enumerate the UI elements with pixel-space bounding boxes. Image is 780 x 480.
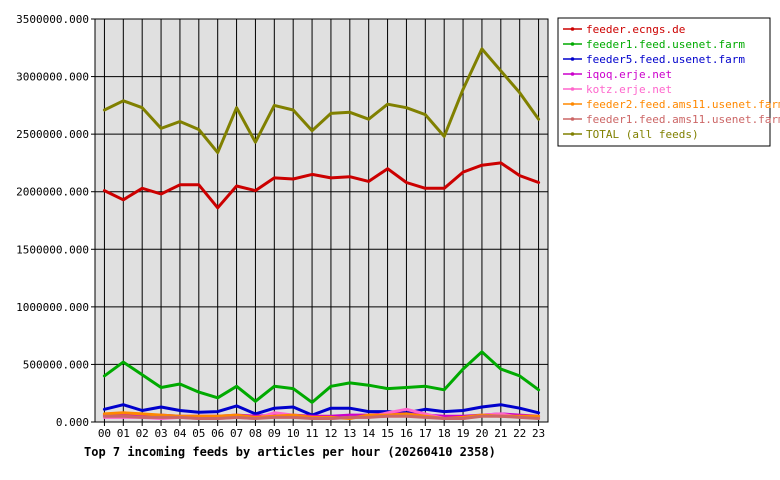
x-tick-label: 10 bbox=[287, 427, 300, 440]
x-tick-label: 13 bbox=[343, 427, 356, 440]
x-tick-label: 12 bbox=[324, 427, 337, 440]
chart-title: Top 7 incoming feeds by articles per hou… bbox=[84, 445, 496, 459]
x-tick-label: 02 bbox=[136, 427, 149, 440]
legend-label: kotz.erje.net bbox=[586, 83, 672, 96]
x-tick-label: 08 bbox=[249, 427, 262, 440]
plot-border bbox=[94, 18, 549, 423]
y-tick-label: 0.000 bbox=[56, 416, 89, 429]
legend-marker bbox=[570, 132, 575, 136]
series-line-7 bbox=[102, 414, 541, 420]
legend-marker bbox=[570, 27, 575, 31]
plot-area: 0.000500000.0001000000.0001500000.000200… bbox=[16, 13, 549, 440]
plot-background bbox=[95, 19, 548, 422]
legend-label: feeder1.feed.usenet.farm bbox=[586, 38, 745, 51]
legend-label: feeder2.feed.ams11.usenet.farm bbox=[586, 98, 780, 111]
x-tick-label: 03 bbox=[154, 427, 167, 440]
legend-label: feeder5.feed.usenet.farm bbox=[586, 53, 745, 66]
x-tick-label: 05 bbox=[192, 427, 205, 440]
x-tick-label: 11 bbox=[305, 427, 318, 440]
x-tick-label: 14 bbox=[362, 427, 376, 440]
legend-marker bbox=[570, 57, 575, 61]
legend-marker bbox=[570, 42, 575, 46]
series-line-8 bbox=[102, 47, 541, 155]
y-tick-label: 1500000.000 bbox=[16, 243, 89, 256]
legend-marker bbox=[570, 102, 575, 106]
x-tick-label: 17 bbox=[419, 427, 432, 440]
x-tick-label: 07 bbox=[230, 427, 243, 440]
x-tick-label: 23 bbox=[532, 427, 545, 440]
legend-label: feeder.ecngs.de bbox=[586, 23, 685, 36]
x-tick-label: 18 bbox=[438, 427, 451, 440]
x-tick-label: 15 bbox=[381, 427, 394, 440]
x-tick-label: 22 bbox=[513, 427, 526, 440]
x-tick-label: 19 bbox=[456, 427, 469, 440]
legend-box bbox=[557, 17, 771, 147]
y-tick-label: 500000.000 bbox=[23, 358, 89, 371]
y-tick-label: 2000000.000 bbox=[16, 186, 89, 199]
legend-marker bbox=[570, 87, 575, 91]
y-tick-label: 3500000.000 bbox=[16, 13, 89, 26]
series-line-3 bbox=[102, 403, 541, 417]
y-tick-label: 1000000.000 bbox=[16, 301, 89, 314]
y-tick-label: 2500000.000 bbox=[16, 128, 89, 141]
legend-label: iqoq.erje.net bbox=[586, 68, 672, 81]
legend-label: TOTAL (all feeds) bbox=[586, 128, 699, 141]
legend: feeder.ecngs.de feeder1.feed.usenet.farm f… bbox=[557, 17, 780, 147]
x-tick-label: 00 bbox=[98, 427, 111, 440]
series-line-1 bbox=[102, 161, 541, 210]
x-tick-label: 06 bbox=[211, 427, 224, 440]
x-tick-label: 01 bbox=[117, 427, 130, 440]
x-tick-label: 21 bbox=[494, 427, 507, 440]
series-line-2 bbox=[102, 350, 541, 404]
y-tick-label: 3000000.000 bbox=[16, 71, 89, 84]
x-tick-label: 04 bbox=[173, 427, 187, 440]
legend-marker bbox=[570, 72, 575, 76]
x-tick-label: 20 bbox=[475, 427, 488, 440]
legend-label: feeder1.feed.ams11.usenet.farm bbox=[586, 113, 780, 126]
legend-marker bbox=[570, 117, 575, 121]
x-tick-label: 09 bbox=[268, 427, 281, 440]
x-tick-label: 16 bbox=[400, 427, 413, 440]
